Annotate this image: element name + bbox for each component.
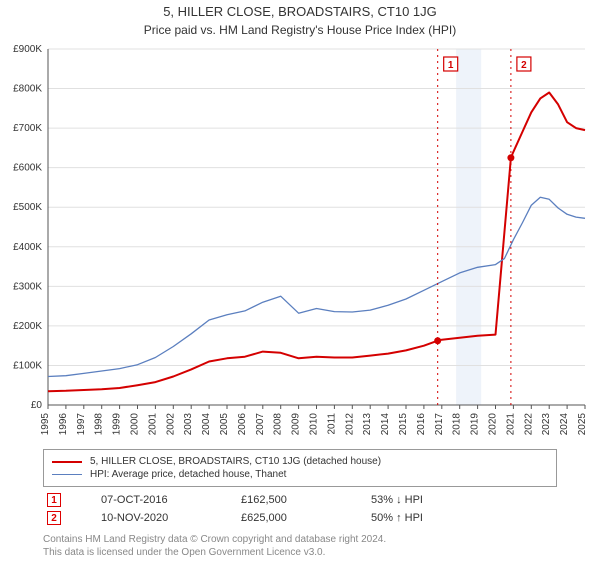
svg-text:2017: 2017 (434, 413, 445, 436)
marker-events-table: 1 07-OCT-2016 £162,500 53% ↓ HPI 2 10-NOV-202… (43, 493, 557, 525)
svg-text:£800K: £800K (13, 84, 42, 95)
legend-row: 5, HILLER CLOSE, BROADSTAIRS, CT10 1JG (… (52, 456, 548, 467)
svg-text:2002: 2002 (165, 413, 176, 436)
svg-text:2018: 2018 (452, 413, 463, 436)
svg-text:1998: 1998 (94, 413, 105, 436)
svg-text:£600K: £600K (13, 163, 42, 174)
svg-text:2007: 2007 (255, 413, 266, 436)
svg-text:£700K: £700K (13, 123, 42, 134)
marker-row: 2 10-NOV-2020 £625,000 50% ↑ HPI (43, 511, 557, 525)
svg-text:2025: 2025 (577, 413, 588, 436)
legend-label: 5, HILLER CLOSE, BROADSTAIRS, CT10 1JG (… (90, 456, 381, 467)
line-chart: £0 £100K £200K £300K £400K £500K £600K £700K £80… (0, 43, 600, 443)
svg-text:1995: 1995 (40, 413, 51, 436)
svg-text:2020: 2020 (488, 413, 499, 436)
marker-row: 1 07-OCT-2016 £162,500 53% ↓ HPI (43, 493, 557, 507)
svg-text:2000: 2000 (130, 413, 141, 436)
footer-attribution: Contains HM Land Registry data © Crown c… (43, 533, 600, 559)
marker-delta: 53% ↓ HPI (371, 494, 423, 506)
svg-text:2010: 2010 (309, 413, 320, 436)
svg-text:2015: 2015 (398, 413, 409, 436)
svg-text:1997: 1997 (76, 413, 87, 436)
svg-text:£100K: £100K (13, 360, 42, 371)
footer-line-1: Contains HM Land Registry data © Crown c… (43, 533, 600, 546)
svg-text:2: 2 (521, 60, 527, 71)
legend-swatch (52, 474, 82, 475)
svg-text:2006: 2006 (237, 413, 248, 436)
svg-text:£400K: £400K (13, 242, 42, 253)
svg-text:2014: 2014 (380, 413, 391, 436)
svg-text:2022: 2022 (523, 413, 534, 436)
svg-text:£500K: £500K (13, 202, 42, 213)
svg-text:1999: 1999 (112, 413, 123, 436)
svg-text:1996: 1996 (58, 413, 69, 436)
svg-text:1: 1 (448, 60, 454, 71)
marker-date: 10-NOV-2020 (101, 512, 201, 524)
marker-date: 07-OCT-2016 (101, 494, 201, 506)
svg-text:2009: 2009 (291, 413, 302, 436)
marker-price: £162,500 (241, 494, 331, 506)
svg-text:2013: 2013 (362, 413, 373, 436)
marker-badge: 2 (47, 511, 61, 525)
svg-text:2019: 2019 (470, 413, 481, 436)
svg-text:2008: 2008 (273, 413, 284, 436)
svg-text:2016: 2016 (416, 413, 427, 436)
svg-text:2004: 2004 (201, 413, 212, 436)
svg-text:2021: 2021 (505, 413, 516, 436)
marker-price: £625,000 (241, 512, 331, 524)
svg-text:2011: 2011 (326, 413, 337, 435)
footer-line-2: This data is licensed under the Open Gov… (43, 546, 600, 559)
legend-label: HPI: Average price, detached house, Than… (90, 469, 286, 480)
legend: 5, HILLER CLOSE, BROADSTAIRS, CT10 1JG (… (43, 449, 557, 525)
chart-title-subtitle: Price paid vs. HM Land Registry's House … (0, 23, 600, 37)
svg-text:2001: 2001 (147, 413, 158, 436)
svg-text:£900K: £900K (13, 44, 42, 55)
marker-badge: 1 (47, 493, 61, 507)
svg-text:£0: £0 (31, 400, 43, 411)
legend-series-box: 5, HILLER CLOSE, BROADSTAIRS, CT10 1JG (… (43, 449, 557, 487)
legend-row: HPI: Average price, detached house, Than… (52, 469, 548, 480)
svg-text:2012: 2012 (344, 413, 355, 436)
chart-container: £0 £100K £200K £300K £400K £500K £600K £700K £80… (0, 43, 600, 443)
svg-text:£200K: £200K (13, 321, 42, 332)
chart-title-address: 5, HILLER CLOSE, BROADSTAIRS, CT10 1JG (0, 4, 600, 19)
marker-delta: 50% ↑ HPI (371, 512, 423, 524)
svg-text:2024: 2024 (559, 413, 570, 436)
svg-text:2005: 2005 (219, 413, 230, 436)
legend-swatch (52, 461, 82, 463)
svg-text:2023: 2023 (541, 413, 552, 436)
svg-text:2003: 2003 (183, 413, 194, 436)
svg-text:£300K: £300K (13, 281, 42, 292)
